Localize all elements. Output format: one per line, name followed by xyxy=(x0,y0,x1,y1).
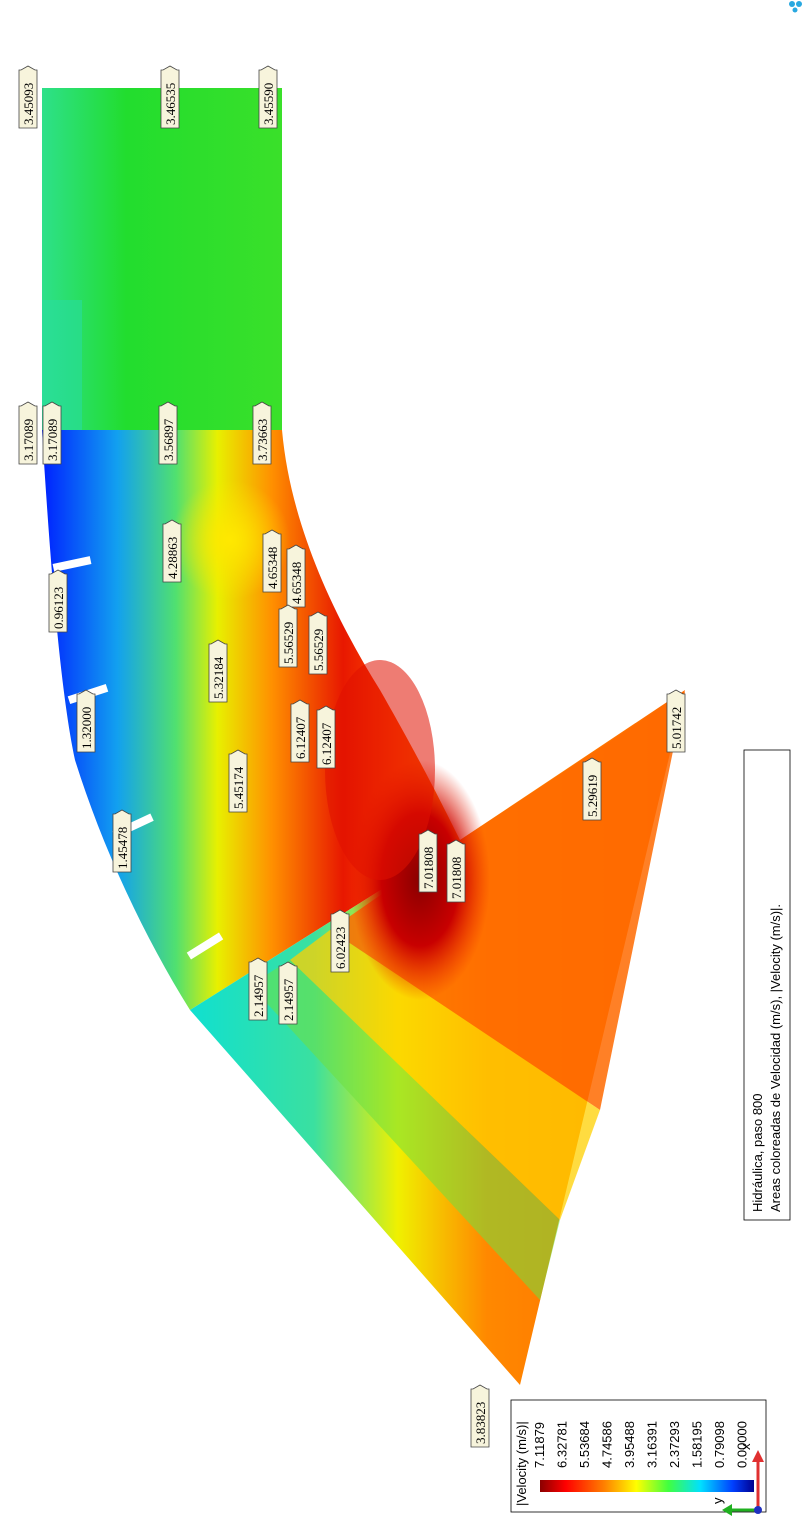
probe-value: 5.29619 xyxy=(585,775,600,817)
probe-value: 5.56529 xyxy=(281,622,296,664)
probe-tag: 4.28863 xyxy=(162,519,182,583)
legend-value: 7.11879 xyxy=(532,1422,547,1468)
legend-value: 0.79098 xyxy=(712,1421,727,1468)
probe-value: 5.01742 xyxy=(669,707,684,749)
probe-value: 2.14957 xyxy=(251,974,266,1017)
probe-tag: 6.02423 xyxy=(330,909,350,973)
probe-tag: 5.01742 xyxy=(666,689,686,753)
probe-tag: 1.45478 xyxy=(112,809,132,873)
red-zone xyxy=(325,660,435,880)
probe-tag: 5.56529 xyxy=(278,604,298,668)
probe-value: 3.45590 xyxy=(261,83,276,125)
probe-tag: 7.01808 xyxy=(446,839,466,903)
probe-value: 1.32000 xyxy=(79,707,94,749)
probe-value: 4.65348 xyxy=(289,562,304,604)
legend-value: 2.37293 xyxy=(667,1421,682,1468)
probe-value: 4.28863 xyxy=(165,537,180,579)
probe-tag: 6.12407 xyxy=(316,705,336,769)
probe-tag: 6.12407 xyxy=(290,699,310,763)
legend-title: |Velocity (m/s)| xyxy=(514,1421,529,1506)
probe-tag: 3.83823 xyxy=(470,1384,490,1448)
probe-value: 5.32184 xyxy=(211,656,226,699)
probe-tag: 3.73663 xyxy=(252,401,272,465)
legend-value: 5.53684 xyxy=(577,1421,592,1468)
probe-tag: 3.17089 xyxy=(18,401,38,465)
probe-value: 3.83823 xyxy=(473,1402,488,1444)
axis-y-label: y xyxy=(710,1497,725,1504)
caption-line-2: Areas coloreadas de Velocidad (m/s), |Ve… xyxy=(768,904,783,1212)
probe-value: 3.56897 xyxy=(161,418,176,461)
legend-value: 1.58195 xyxy=(690,1421,705,1468)
legend: |Velocity (m/s)| 7.11879 6.32781 5.53684 4.… xyxy=(510,1399,767,1513)
probe-tag: 3.56897 xyxy=(158,401,178,465)
probe-value: 1.45478 xyxy=(115,827,130,869)
probe-tag: 5.29619 xyxy=(582,757,602,821)
probe-value: 7.01808 xyxy=(421,847,436,889)
probe-tag: 1.32000 xyxy=(76,689,96,753)
probe-tag: 5.56529 xyxy=(308,611,328,675)
yellow-zone xyxy=(170,480,290,600)
legend-value: 4.74586 xyxy=(600,1421,615,1468)
probe-value: 3.73663 xyxy=(255,419,270,461)
probe-value: 6.02423 xyxy=(333,927,348,969)
probe-tag: 7.01808 xyxy=(418,829,438,893)
probe-value: 6.12407 xyxy=(293,716,308,759)
downstream-green-band xyxy=(250,960,560,1300)
probe-tag: 3.46535 xyxy=(160,65,180,129)
probe-value: 4.65348 xyxy=(265,547,280,589)
probe-value: 5.56529 xyxy=(311,629,326,671)
probe-value: 6.12407 xyxy=(319,722,334,765)
probe-value: 3.46535 xyxy=(163,83,178,125)
probe-value: 3.45093 xyxy=(21,83,36,125)
probe-tag: 2.14957 xyxy=(248,957,268,1021)
probe-tag: 3.17089 xyxy=(42,401,62,465)
probe-tag: 3.45590 xyxy=(258,65,278,129)
probe-value: 0.96123 xyxy=(51,587,66,629)
probe-tag: 4.65348 xyxy=(262,529,282,593)
legend-bar xyxy=(540,1480,754,1492)
probe-tag: 0.96123 xyxy=(48,569,68,633)
probe-value: 7.01808 xyxy=(449,857,464,899)
axes-icon: x y xyxy=(710,1443,764,1516)
legend-value: 6.32781 xyxy=(555,1421,570,1468)
probe-tag: 2.14957 xyxy=(278,961,298,1025)
probe-value: 3.17089 xyxy=(21,419,36,461)
probe-value: 5.45174 xyxy=(231,766,246,809)
legend-value: 3.16391 xyxy=(645,1421,660,1468)
axis-x-label: x xyxy=(738,1443,753,1450)
legend-value: 0.00000 xyxy=(735,1421,750,1468)
probe-tag: 5.32184 xyxy=(208,639,228,703)
caption-line-1: Hidráulica, paso 800 xyxy=(750,1093,765,1212)
probe-value: 2.14957 xyxy=(281,978,296,1021)
logo-icon xyxy=(789,1,802,13)
baffle-4 xyxy=(186,932,224,960)
probe-tag: 5.45174 xyxy=(228,749,248,813)
probe-tag: 4.65348 xyxy=(286,544,306,608)
caption-box: Hidráulica, paso 800 Areas coloreadas de… xyxy=(743,749,791,1221)
legend-value: 3.95488 xyxy=(622,1421,637,1468)
probe-tag: 3.45093 xyxy=(18,65,38,129)
baffle-1 xyxy=(52,556,92,572)
downstream-yellow-band xyxy=(290,930,600,1220)
probe-value: 3.17089 xyxy=(45,419,60,461)
